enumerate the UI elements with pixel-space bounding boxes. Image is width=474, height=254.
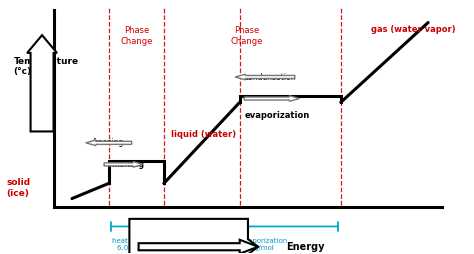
FancyArrow shape — [129, 219, 258, 254]
Text: liquid (water): liquid (water) — [171, 130, 236, 139]
Text: heat of vaporization
40.65 kJ/mol: heat of vaporization 40.65 kJ/mol — [217, 237, 287, 250]
Text: Temperature
(°c): Temperature (°c) — [14, 57, 79, 76]
Text: Phase
Change: Phase Change — [230, 26, 263, 46]
Text: evaporization: evaporization — [244, 111, 310, 120]
Text: Phase
Change: Phase Change — [120, 26, 153, 46]
Text: condensation: condensation — [244, 73, 296, 82]
Text: gas (water vapor): gas (water vapor) — [371, 25, 456, 34]
Text: Energy: Energy — [286, 241, 324, 251]
FancyArrow shape — [138, 240, 258, 254]
Text: freezing: freezing — [92, 138, 124, 147]
FancyArrow shape — [244, 96, 300, 102]
FancyArrow shape — [27, 36, 57, 132]
Text: heat of fusion
6.01 kJ/mol: heat of fusion 6.01 kJ/mol — [112, 237, 161, 250]
Text: solid
(ice): solid (ice) — [6, 178, 30, 197]
FancyArrow shape — [86, 140, 132, 146]
FancyArrow shape — [235, 75, 295, 81]
FancyArrow shape — [104, 162, 143, 168]
Text: melting: melting — [111, 159, 144, 168]
